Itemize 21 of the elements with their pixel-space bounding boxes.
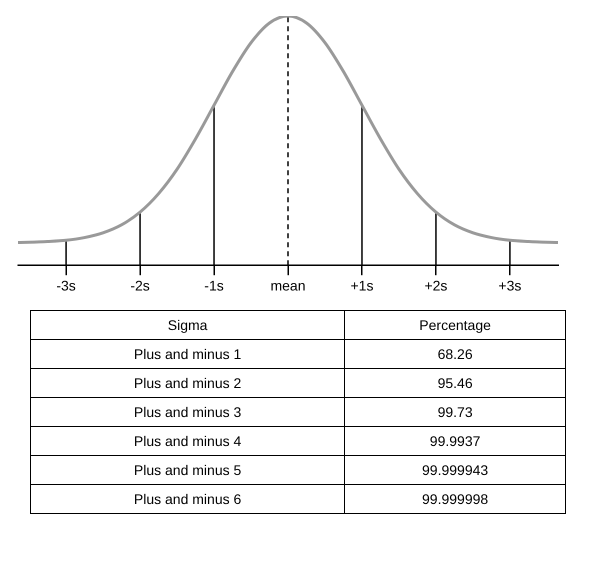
category-label: Plus and minus 3 <box>30 398 345 426</box>
data-label: 99.999943 <box>344 456 566 484</box>
x-tick-label: +1s <box>350 277 374 294</box>
category-label: Plus and minus 1 <box>30 340 345 368</box>
data-label: 99.9937 <box>344 426 566 456</box>
x-tick-label: +3s <box>498 277 522 294</box>
data-label: 99.73 <box>344 398 566 426</box>
data-label: 68.26 <box>344 340 566 368</box>
data-label: 95.46 <box>344 368 566 398</box>
category-label: Plus and minus 4 <box>30 426 345 456</box>
data-label: 99.999998 <box>344 484 566 514</box>
category-label: Plus and minus 2 <box>30 368 345 398</box>
category-label: Plus and minus 6 <box>30 484 345 514</box>
text: Sigma <box>30 310 345 340</box>
x-tick-label: -2s <box>130 277 150 294</box>
x-tick-label: mean <box>270 277 306 294</box>
x-tick-label: -1s <box>204 277 224 294</box>
text: Percentage <box>344 310 566 340</box>
x-tick-label: -3s <box>56 277 76 294</box>
category-label: Plus and minus 5 <box>30 456 345 484</box>
x-tick-label: +2s <box>424 277 448 294</box>
